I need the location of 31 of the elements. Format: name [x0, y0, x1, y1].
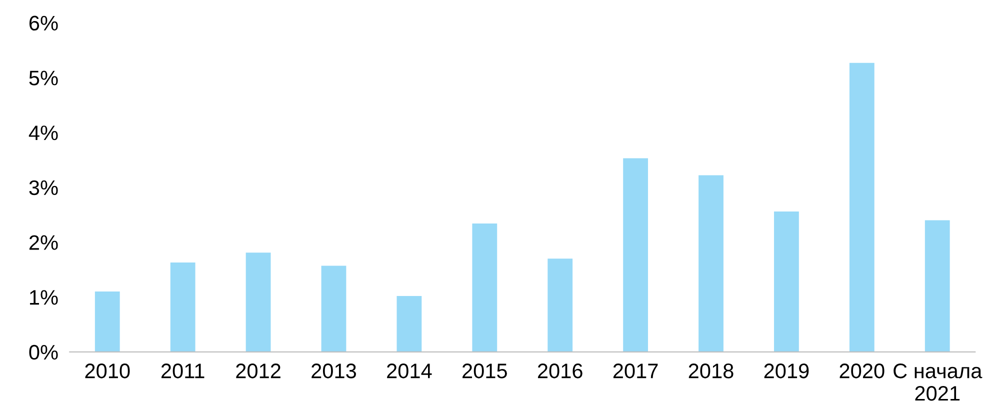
x-tick-label: 2013	[312, 364, 356, 378]
bar	[321, 266, 346, 352]
y-tick-label: 0%	[29, 344, 58, 360]
bar	[396, 296, 422, 352]
y-tick-label: 6%	[29, 16, 58, 31]
bar	[548, 258, 573, 352]
bar	[170, 262, 196, 352]
x-tick-label: 2014	[387, 364, 432, 378]
x-tick-label: 2016	[538, 364, 582, 378]
bar	[472, 224, 498, 352]
y-tick-label: 2%	[29, 235, 58, 250]
x-tick-label: 2017	[613, 364, 658, 378]
bar	[246, 252, 271, 352]
bar	[698, 175, 724, 352]
x-tick-label: С начала 2021	[894, 364, 982, 401]
bar	[849, 62, 874, 352]
bar	[623, 158, 648, 352]
x-tick-label: 2010	[85, 364, 130, 378]
x-tick-label: 2019	[764, 364, 809, 378]
bar	[774, 211, 799, 352]
x-tick-label: 2020	[840, 364, 884, 378]
y-tick-label: 3%	[29, 180, 58, 196]
y-tick-label: 5%	[29, 70, 58, 86]
bar	[94, 292, 120, 352]
x-tick-label: 2015	[462, 364, 507, 378]
x-tick-label: 2012	[236, 364, 280, 378]
y-tick-label: 1%	[30, 290, 58, 305]
bar	[924, 220, 950, 352]
x-tick-label: 2011	[161, 364, 204, 378]
y-tick-label: 4%	[28, 126, 58, 140]
x-tick-label: 2018	[688, 364, 734, 378]
